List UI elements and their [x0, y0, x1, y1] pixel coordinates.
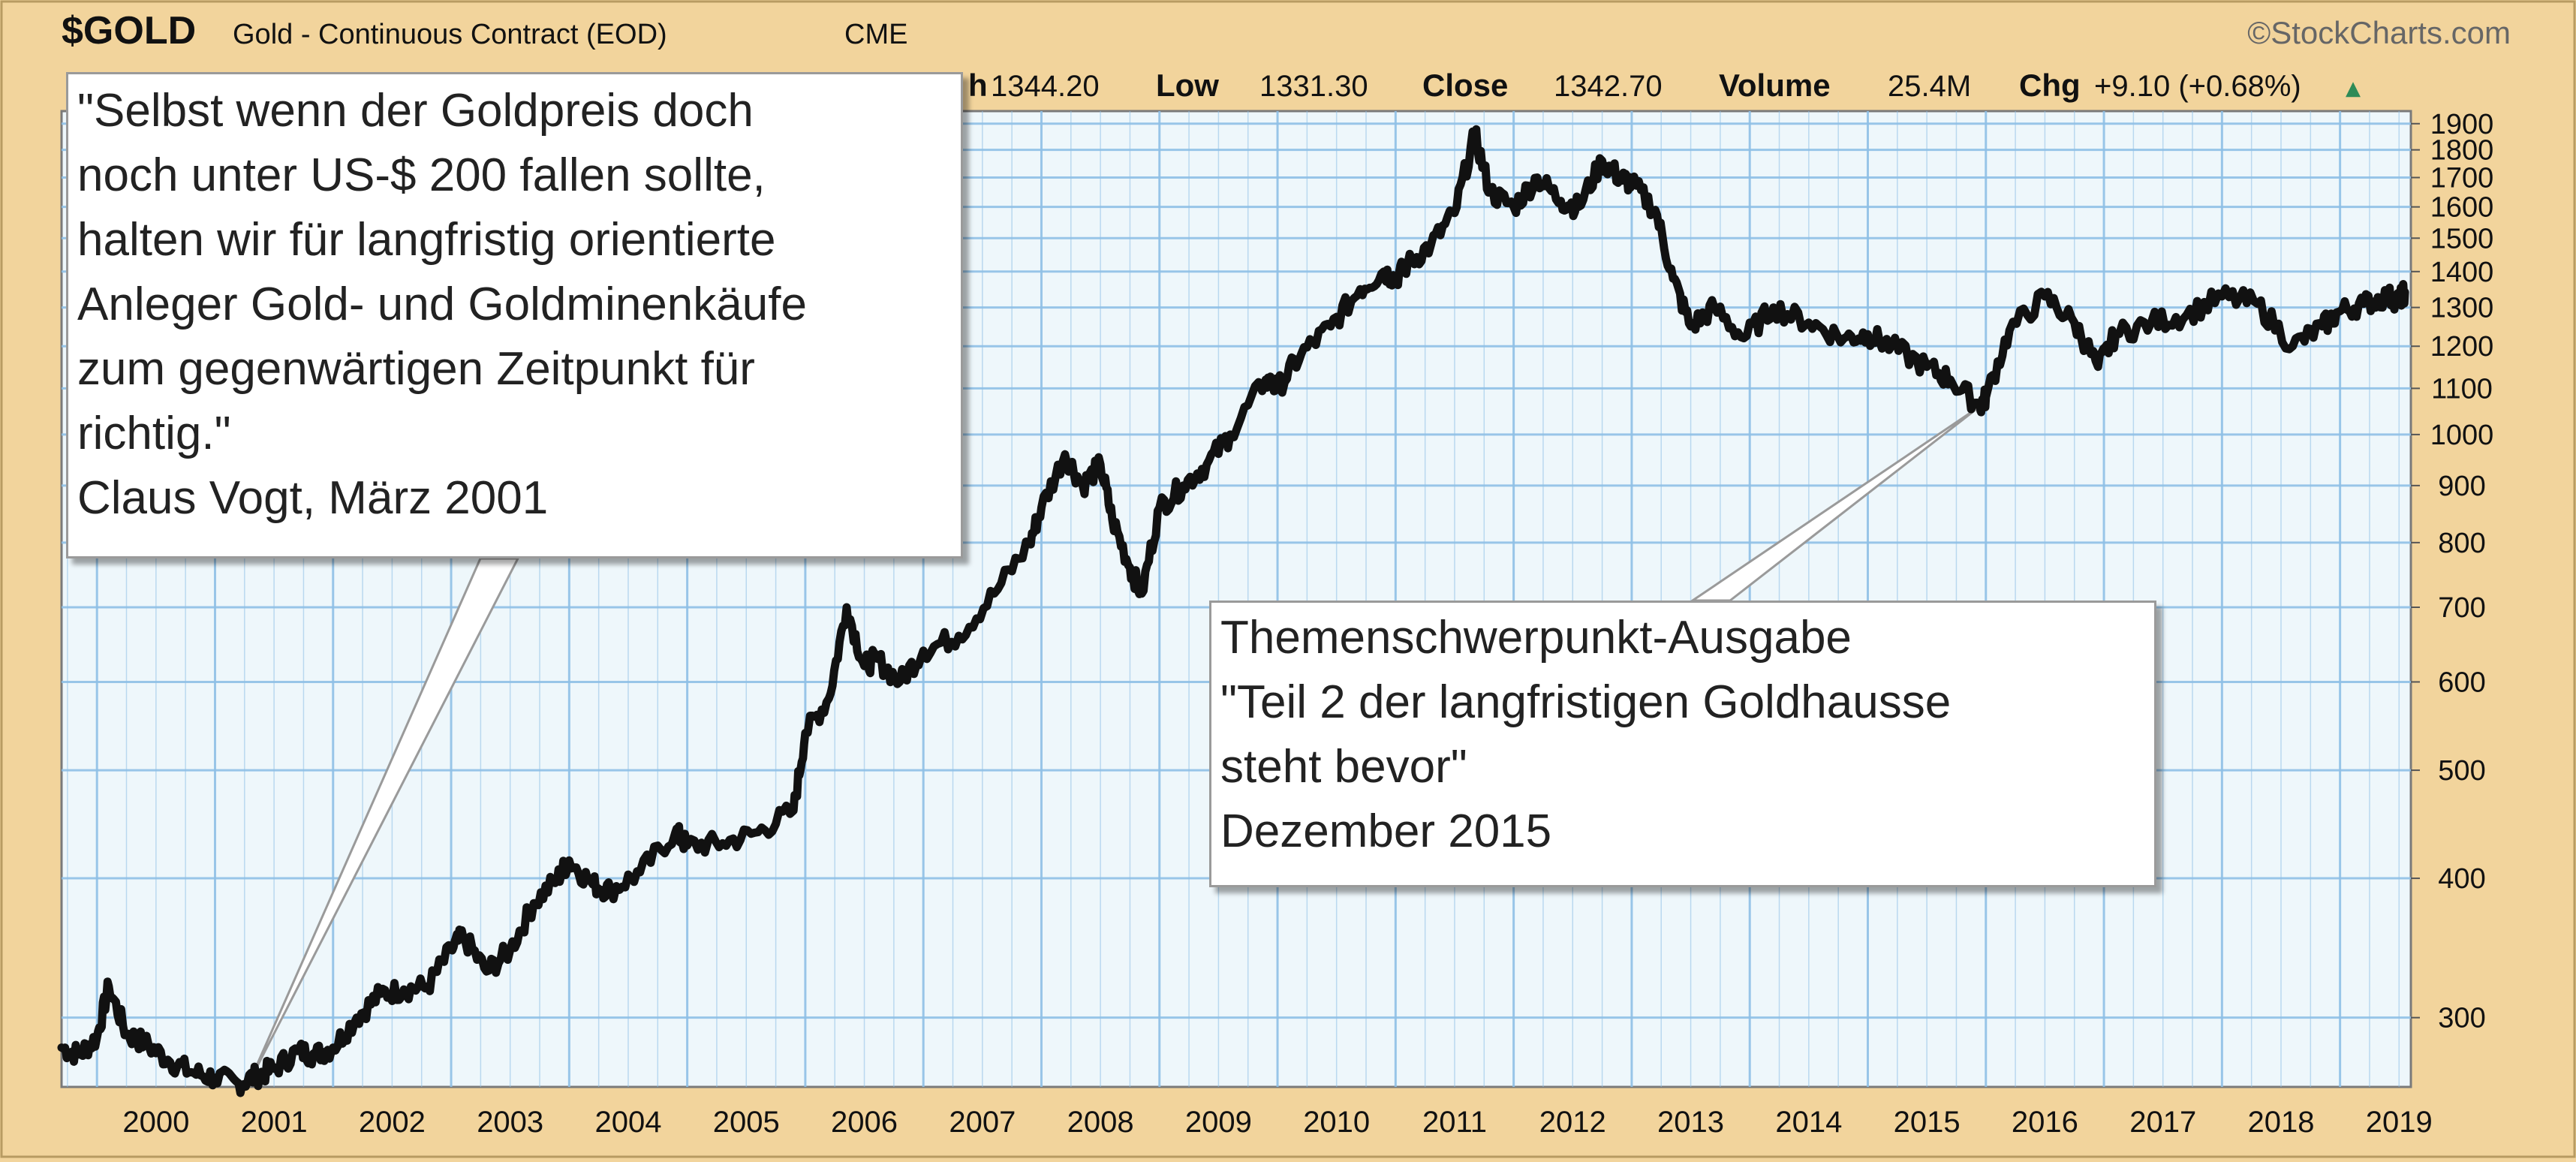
watermark: ©StockCharts.com	[2247, 15, 2511, 50]
vogt-attribution: Claus Vogt, März 2001	[77, 472, 549, 524]
vogt-line-3: halten wir für langfristig orientierte	[77, 214, 776, 266]
chg-value: +9.10 (+0.68%)	[2094, 70, 2301, 103]
low-label: Low	[1156, 68, 1219, 103]
y-tick-label: 800	[2438, 528, 2485, 559]
vogt-line-1: "Selbst wenn der Goldpreis doch	[77, 85, 754, 137]
x-tick-label: 2002	[359, 1106, 426, 1139]
high-value: 1344.20	[991, 70, 1100, 103]
y-tick-label: 1800	[2430, 135, 2494, 167]
x-tick-label: 2000	[122, 1106, 189, 1139]
y-tick-label: 600	[2438, 667, 2485, 698]
chart-exchange: CME	[844, 19, 907, 50]
y-tick-label: 1500	[2430, 223, 2494, 254]
y-axis: 300 400 500 600 700 800 900 1000 1100 1200 1300 140…	[2411, 109, 2493, 1034]
thema-line-3: steht bevor"	[1220, 741, 1467, 793]
vogt-line-6: richtig."	[77, 408, 231, 459]
y-tick-label: 300	[2438, 1003, 2485, 1034]
x-tick-label: 2005	[713, 1106, 780, 1139]
y-tick-label: 1600	[2430, 192, 2494, 224]
x-tick-label: 2007	[949, 1106, 1016, 1139]
x-tick-label: 2015	[1894, 1106, 1961, 1139]
vogt-line-5: zum gegenwärtigen Zeitpunkt für	[77, 343, 755, 395]
vogt-line-2: noch unter US-$ 200 fallen sollte,	[77, 149, 766, 201]
chg-label: Chg	[2019, 68, 2081, 103]
close-value: 1342.70	[1554, 70, 1663, 103]
x-tick-label: 2014	[1775, 1106, 1842, 1139]
chart-name: Gold - Continuous Contract (EOD)	[233, 19, 667, 50]
thema-line-2: "Teil 2 der langfristigen Goldhausse	[1220, 676, 1952, 728]
chg-up-arrow: ▲	[2346, 77, 2361, 100]
y-tick-label: 900	[2438, 471, 2485, 502]
y-tick-label: 1400	[2430, 257, 2494, 288]
x-tick-label: 2008	[1067, 1106, 1134, 1139]
low-value: 1331.30	[1259, 70, 1368, 103]
x-tick-label: 2012	[1539, 1106, 1606, 1139]
chart-symbol: $GOLD	[62, 9, 196, 53]
x-tick-label: 2010	[1303, 1106, 1370, 1139]
thema-line-1: Themenschwerpunkt-Ausgabe	[1220, 612, 1852, 664]
y-tick-label: 1700	[2430, 163, 2494, 194]
callout-themenschwerpunkt: Themenschwerpunkt-Ausgabe "Teil 2 der la…	[1209, 601, 2156, 887]
y-tick-label: 700	[2438, 592, 2485, 624]
thema-date: Dezember 2015	[1220, 805, 1552, 857]
x-tick-label: 2018	[2247, 1106, 2314, 1139]
y-tick-label: 500	[2438, 755, 2485, 787]
x-tick-label: 2011	[1422, 1106, 1487, 1139]
x-tick-label: 2004	[594, 1106, 661, 1139]
vogt-leader	[249, 557, 520, 1080]
y-tick-label: 1900	[2430, 109, 2494, 140]
y-tick-label: 1200	[2430, 331, 2494, 363]
x-tick-label: 2006	[831, 1106, 898, 1139]
x-axis: 2000 2001 2002 2003 2004 2005 2006 2007 2008 2009…	[122, 1106, 2432, 1139]
y-tick-label: 400	[2438, 863, 2485, 895]
high-label: h	[968, 68, 988, 103]
volume-value: 25.4M	[1888, 70, 1971, 103]
y-tick-label: 1300	[2430, 293, 2494, 324]
volume-label: Volume	[1719, 68, 1831, 103]
x-tick-label: 2003	[477, 1106, 543, 1139]
y-tick-label: 1000	[2430, 420, 2494, 451]
x-tick-label: 2001	[241, 1106, 308, 1139]
x-tick-label: 2019	[2366, 1106, 2433, 1139]
x-tick-label: 2017	[2129, 1106, 2196, 1139]
callout-vogt-quote: "Selbst wenn der Goldpreis doch noch unt…	[66, 72, 963, 558]
x-tick-label: 2016	[2012, 1106, 2078, 1139]
y-tick-label: 1100	[2431, 373, 2493, 405]
vogt-line-4: Anleger Gold- und Goldminenkäufe	[77, 278, 807, 330]
x-tick-label: 2013	[1657, 1106, 1724, 1139]
close-label: Close	[1422, 68, 1508, 103]
price-series-line	[57, 125, 2409, 1097]
x-tick-label: 2009	[1185, 1106, 1252, 1139]
